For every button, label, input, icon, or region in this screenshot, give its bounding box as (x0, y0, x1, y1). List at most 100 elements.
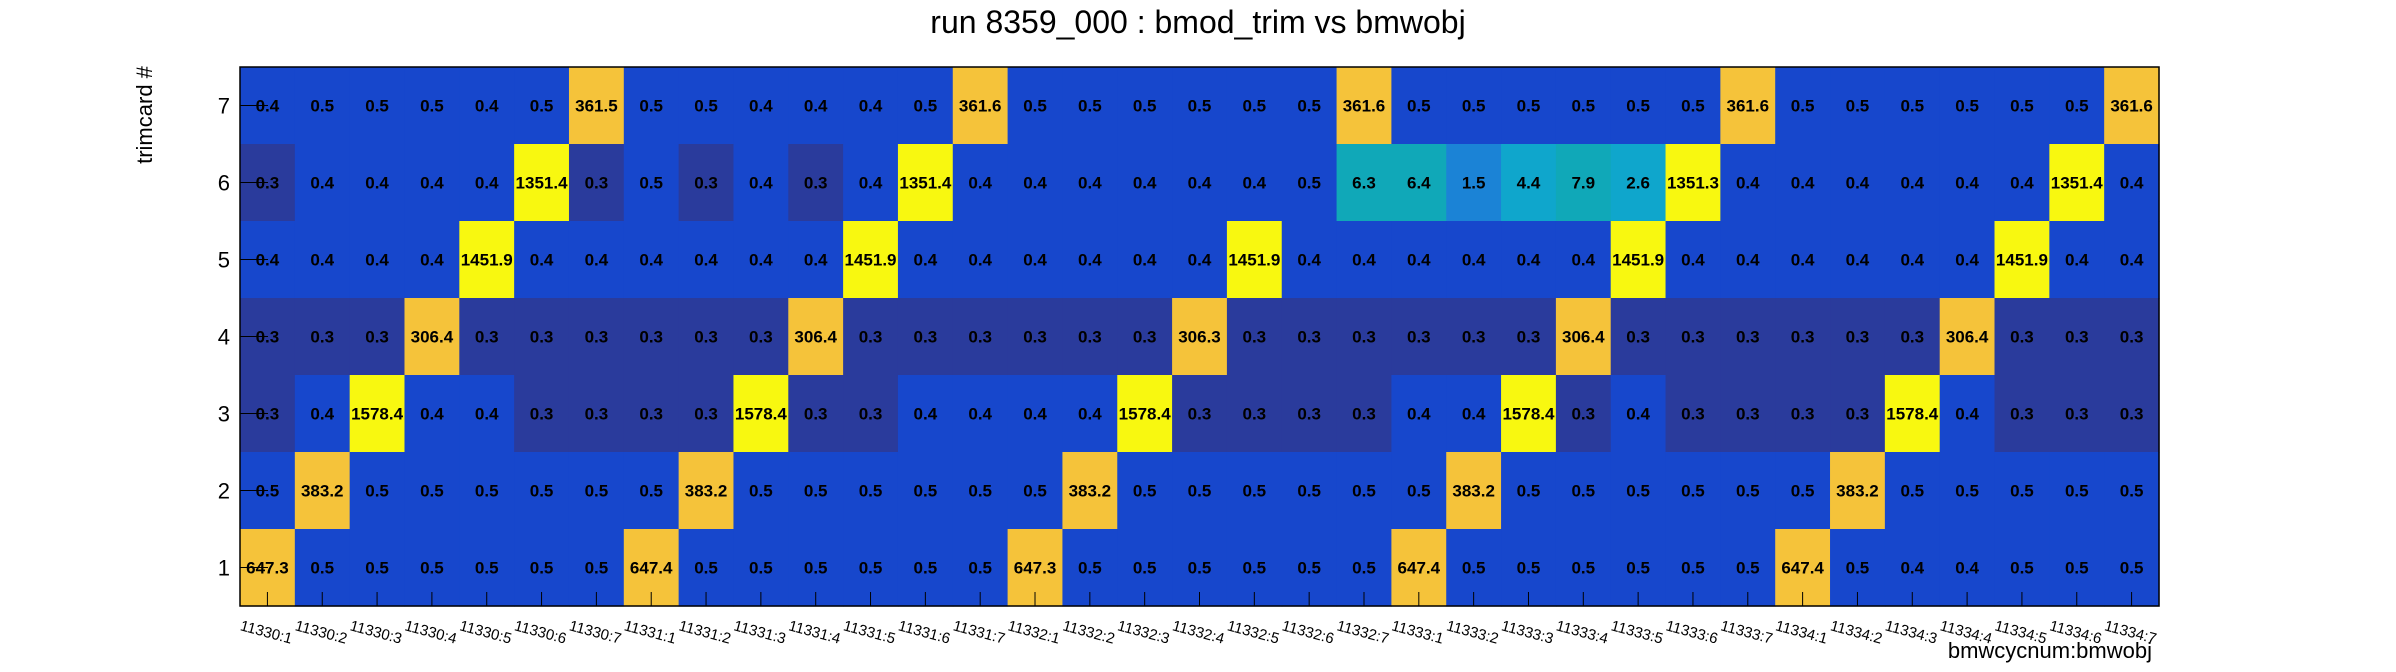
cell-value-label: 0.3 (1517, 328, 1541, 347)
heatmap-cell (897, 452, 954, 530)
cell-value-label: 0.3 (694, 328, 718, 347)
heatmap-cell (1610, 67, 1667, 145)
heatmap-cell (897, 298, 954, 376)
heatmap-cell (1281, 375, 1338, 453)
heatmap-cell (1336, 67, 1392, 145)
cell-value-label: 0.5 (1900, 482, 1924, 501)
cell-value-label: 0.5 (1626, 482, 1650, 501)
heatmap-cell (1172, 452, 1228, 530)
cell-value-label: 1451.9 (1228, 251, 1280, 270)
heatmap-cell (952, 298, 1009, 376)
heatmap-cell (1062, 67, 1118, 145)
cell-value-label: 0.3 (1133, 328, 1157, 347)
cell-value-label: 0.4 (365, 174, 389, 193)
cell-value-label: 0.5 (968, 559, 992, 578)
cell-value-label: 1451.9 (461, 251, 513, 270)
heatmap-cell (1336, 144, 1392, 222)
heatmap-cell (514, 144, 570, 222)
cell-value-label: 0.3 (1681, 405, 1705, 424)
heatmap-cell (1884, 144, 1941, 222)
cell-value-label: 1578.4 (1502, 405, 1555, 424)
cell-value-label: 1578.4 (735, 405, 788, 424)
heatmap-cell (678, 452, 735, 530)
cell-value-label: 0.5 (1791, 97, 1815, 116)
cell-value-label: 0.3 (1407, 328, 1431, 347)
cell-value-label: 0.5 (2065, 559, 2089, 578)
cell-value-label: 0.3 (2065, 328, 2089, 347)
cell-value-label: 0.5 (968, 482, 992, 501)
cell-value-label: 0.5 (694, 559, 718, 578)
heatmap-cell (1446, 67, 1502, 145)
cell-value-label: 0.4 (365, 251, 389, 270)
cell-value-label: 0.5 (1078, 97, 1102, 116)
heatmap-cells (240, 67, 2160, 607)
cell-value-label: 0.3 (530, 328, 554, 347)
cell-value-label: 0.4 (2010, 174, 2034, 193)
cell-value-label: 0.5 (420, 559, 444, 578)
heatmap-cell (897, 144, 954, 222)
cell-value-label: 0.4 (585, 251, 609, 270)
heatmap-cell (678, 298, 735, 376)
heatmap-cell (1884, 375, 1941, 453)
heatmap-cell (788, 144, 844, 222)
heatmap-cell (1830, 67, 1886, 145)
heatmap-cell (459, 452, 515, 530)
heatmap-cell (1172, 67, 1228, 145)
cell-value-label: 0.5 (2010, 559, 2034, 578)
cell-value-label: 647.4 (630, 559, 673, 578)
heatmap-cell (1884, 67, 1941, 145)
cell-value-label: 0.4 (1407, 251, 1431, 270)
cell-value-label: 0.4 (2065, 251, 2089, 270)
heatmap-cell (1830, 298, 1886, 376)
heatmap-cell (1281, 221, 1338, 299)
cell-value-label: 0.4 (1571, 251, 1595, 270)
heatmap-cell (788, 67, 844, 145)
cell-value-label: 0.3 (1297, 405, 1321, 424)
heatmap-cell (568, 375, 625, 453)
cell-value-label: 0.5 (1133, 97, 1157, 116)
heatmap-cell (1391, 67, 1447, 145)
cell-value-label: 0.4 (310, 251, 334, 270)
cell-value-label: 0.3 (804, 405, 828, 424)
heatmap-cell (1775, 452, 1831, 530)
cell-value-label: 383.2 (301, 482, 344, 501)
cell-value-label: 1578.4 (1886, 405, 1939, 424)
cell-value-label: 0.5 (2065, 482, 2089, 501)
cell-value-label: 0.5 (2010, 482, 2034, 501)
cell-value-label: 0.3 (1626, 328, 1650, 347)
heatmap-cell (1939, 67, 1996, 145)
cell-value-label: 383.2 (1069, 482, 1112, 501)
cell-value-label: 1351.4 (899, 174, 952, 193)
cell-value-label: 647.4 (1398, 559, 1441, 578)
heatmap-cell (1939, 144, 1996, 222)
heatmap-cell (1610, 144, 1667, 222)
cell-value-label: 306.4 (1946, 328, 1989, 347)
cell-value-label: 306.4 (794, 328, 837, 347)
cell-value-label: 0.3 (1078, 328, 1102, 347)
heatmap-cell (1446, 221, 1502, 299)
heatmap-cell (843, 144, 899, 222)
heatmap-cell (1501, 298, 1557, 376)
cell-value-label: 0.4 (968, 174, 992, 193)
heatmap-cell (568, 67, 625, 145)
heatmap-cell (1007, 452, 1064, 530)
cell-value-label: 0.3 (914, 328, 938, 347)
heatmap-cell (349, 452, 406, 530)
cell-value-label: 0.3 (1846, 328, 1870, 347)
cell-value-label: 0.5 (365, 97, 389, 116)
heatmap-cell (514, 67, 570, 145)
heatmap-cell (294, 375, 351, 453)
heatmap-cell (1884, 298, 1941, 376)
cell-value-label: 1578.4 (351, 405, 404, 424)
cell-value-label: 0.4 (1955, 405, 1979, 424)
heatmap-cell (1720, 67, 1776, 145)
heatmap-cell (1830, 144, 1886, 222)
cell-value-label: 0.5 (2010, 97, 2034, 116)
heatmap-cell (1336, 298, 1392, 376)
heatmap-cell (404, 452, 460, 530)
cell-value-label: 0.5 (694, 97, 718, 116)
cell-value-label: 0.4 (1955, 174, 1979, 193)
cell-value-label: 0.3 (1352, 405, 1376, 424)
cell-value-label: 0.3 (1681, 328, 1705, 347)
cell-value-label: 0.5 (749, 482, 773, 501)
